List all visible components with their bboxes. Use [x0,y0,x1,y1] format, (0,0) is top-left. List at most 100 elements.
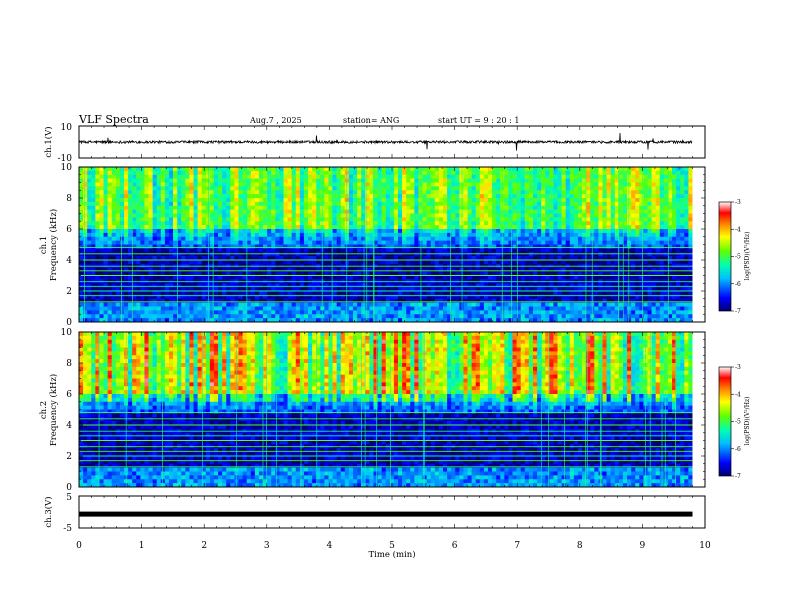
spectrogram-cell [438,217,444,222]
spectrogram-cell [316,287,321,292]
spectrogram-cell [475,194,481,199]
spectrogram-cell [201,201,207,207]
spectrogram-cell [541,205,546,210]
spectrogram-cell [263,240,268,245]
spectrogram-cell [201,217,207,222]
spectrogram-cell [332,291,337,296]
spectrogram-cell [160,213,166,218]
spectrogram-cell [406,178,411,183]
spectrogram-cell [516,167,522,172]
spectrogram-cell [594,275,599,280]
spectrogram-cell [185,267,190,272]
spectrogram-cell [168,217,174,222]
spectrogram-cell [267,194,272,199]
spectrogram-cell [598,252,603,257]
spectrogram-cell [651,170,656,176]
spectrogram-cell [209,174,215,179]
spectrogram-cell [115,174,121,179]
spectrogram-cell [295,287,301,292]
spectrogram-cell [136,271,141,276]
spectrogram-cell [598,209,603,214]
spectrogram-cell [528,174,534,179]
spectrogram-cell [602,170,607,176]
spectrogram-cell [299,275,305,280]
spectrogram-cell [205,209,211,214]
spectrogram-cell [234,178,239,183]
spectrogram-cell [164,205,170,210]
spectrogram-cell [168,229,174,234]
spectrogram-cell [230,248,235,253]
spectrogram-cell [610,194,616,199]
spectrogram-cell [631,213,636,218]
spectrogram-cell [87,174,92,179]
spectrogram-cell [271,287,276,292]
spectrogram-cell [226,256,231,261]
spectrogram-cell [651,190,656,195]
spectrogram-cell [308,240,313,245]
spectrogram-cell [83,275,88,280]
spectrogram-cell [258,221,264,226]
spectrogram-cell [189,240,194,245]
spectrogram-cell [496,232,501,238]
spectrogram-cell [173,170,178,176]
spectrogram-cell [467,221,472,226]
spectrogram-cell [557,271,562,276]
spectrogram-cell [598,283,603,288]
spectrogram-cell [254,260,260,265]
spectrogram-cell [610,256,616,261]
spectrogram-cell [140,217,145,222]
spectrogram-cell [99,291,104,296]
spectrogram-cell [87,190,92,195]
spectrogram-cell [614,213,620,218]
spectrogram-cell [643,248,648,253]
spectrogram-cell [99,225,104,230]
spectrogram-cell [492,267,497,272]
spectrogram-cell [271,221,276,226]
spectrogram-cell [528,170,534,176]
spectrogram-cell [410,252,415,257]
spectrogram-cell [308,232,313,238]
spectrogram-cell [410,275,415,280]
spectrogram-cell [295,205,301,210]
spectrogram-cell [381,225,387,230]
spectrogram-cell [688,275,693,280]
spectrogram-cell [246,260,252,265]
spectrogram-cell [103,236,108,241]
spectrogram-cell [152,252,158,257]
spectrogram-cell [528,198,534,203]
spectrogram-cell [312,190,317,195]
spectrogram-cell [471,248,477,253]
spectrogram-cell [639,260,644,265]
spectrogram-cell [213,205,219,210]
spectrogram-cell [299,240,305,245]
spectrogram-cell [312,275,317,280]
spectrogram-cell [402,267,407,272]
spectrogram-cell [189,174,194,179]
spectrogram-cell [430,267,436,272]
spectrogram-cell [267,209,272,214]
spectrogram-cell [565,194,571,199]
spectrogram-cell [381,182,387,187]
spectrogram-cell [639,174,644,179]
spectrogram-cell [152,170,158,176]
spectrogram-cell [680,167,685,172]
spectrogram-cell [361,240,366,245]
spectrogram-cell [132,167,137,172]
spectrogram-cell [479,217,485,222]
spectrogram-cell [103,186,108,191]
spectrogram-cell [614,190,620,195]
spectrogram-cell [475,213,481,218]
spectrogram-cell [308,174,313,179]
spectrogram-cell [610,267,616,272]
spectrogram-cell [115,213,121,218]
spectrogram-cell [185,205,190,210]
spectrogram-cell [242,248,247,253]
spectrogram-cell [213,294,219,300]
spectrogram-cell [373,221,378,226]
spectrogram-cell [242,267,247,272]
spectrogram-cell [107,291,113,296]
spectrogram-cell [79,244,84,249]
spectrogram-cell [586,283,591,288]
spectrogram-cell [377,283,382,288]
spectrogram-cell [361,174,366,179]
